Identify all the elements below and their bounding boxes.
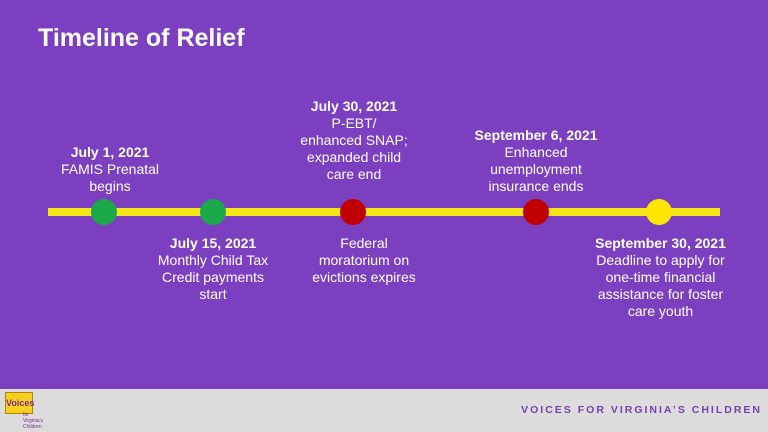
event-july-30-below: Federal moratorium on evictions expires xyxy=(284,235,444,286)
event-date: July 15, 2021 xyxy=(169,235,257,251)
event-september-30: September 30, 2021 Deadline to apply for… xyxy=(578,235,743,320)
event-september-6: September 6, 2021 Enhanced unemployment in… xyxy=(456,127,616,195)
slide-canvas: Timeline of Relief July 1, 2021 FAMIS Pr… xyxy=(38,24,743,320)
event-date: July 30, 2021 xyxy=(310,98,398,114)
timeline-dot-july-30 xyxy=(340,199,366,225)
event-description: Federal moratorium on evictions expires xyxy=(312,235,416,285)
event-description: Deadline to apply for one-time financial a… xyxy=(596,252,725,319)
event-date: September 30, 2021 xyxy=(595,235,726,251)
timeline-line xyxy=(48,208,720,216)
timeline-dot-july-15 xyxy=(200,199,226,225)
timeline-dot-september-6 xyxy=(523,199,549,225)
logo-badge: Voices xyxy=(5,392,34,414)
event-description: Monthly Child Tax Credit payments start xyxy=(157,252,269,302)
event-date: July 1, 2021 xyxy=(70,144,150,160)
logo-subtitle: for Virginia's Children xyxy=(23,412,44,430)
timeline-dot-september-30 xyxy=(646,199,672,225)
timeline-dot-july-1 xyxy=(91,199,117,225)
footer-org-name: VOICES FOR VIRGINIA’S CHILDREN xyxy=(521,404,762,416)
footer-bar xyxy=(0,389,768,432)
event-description: Enhanced unemployment insurance ends xyxy=(488,144,584,194)
event-july-1: July 1, 2021 FAMIS Prenatal begins xyxy=(42,144,178,195)
org-logo: Voices for Virginia's Children xyxy=(5,392,49,430)
event-description: P-EBT/enhanced SNAP; expanded child care e… xyxy=(300,115,408,182)
event-date: September 6, 2021 xyxy=(474,127,598,143)
event-july-30-above: July 30, 2021 P-EBT/enhanced SNAP; expand… xyxy=(284,98,424,183)
event-description: FAMIS Prenatal begins xyxy=(60,161,160,194)
event-july-15: July 15, 2021 Monthly Child Tax Credit pa… xyxy=(138,235,288,303)
slide-title: Timeline of Relief xyxy=(38,24,245,52)
